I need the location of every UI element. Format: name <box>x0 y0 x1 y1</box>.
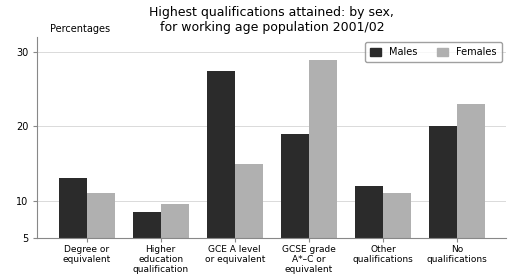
Bar <box>161 204 189 275</box>
Bar <box>133 212 161 275</box>
Bar <box>235 164 263 275</box>
Bar <box>355 186 383 275</box>
Legend: Males, Females: Males, Females <box>365 42 502 62</box>
Title: Highest qualifications attained: by sex,
for working age population 2001/02: Highest qualifications attained: by sex,… <box>150 6 394 34</box>
Bar <box>87 193 115 275</box>
Bar <box>457 104 485 275</box>
Bar <box>58 178 87 275</box>
Bar <box>207 71 235 275</box>
Bar <box>281 134 309 275</box>
Bar <box>309 60 337 275</box>
Bar <box>383 193 411 275</box>
Text: Percentages: Percentages <box>50 24 110 34</box>
Bar <box>429 127 457 275</box>
